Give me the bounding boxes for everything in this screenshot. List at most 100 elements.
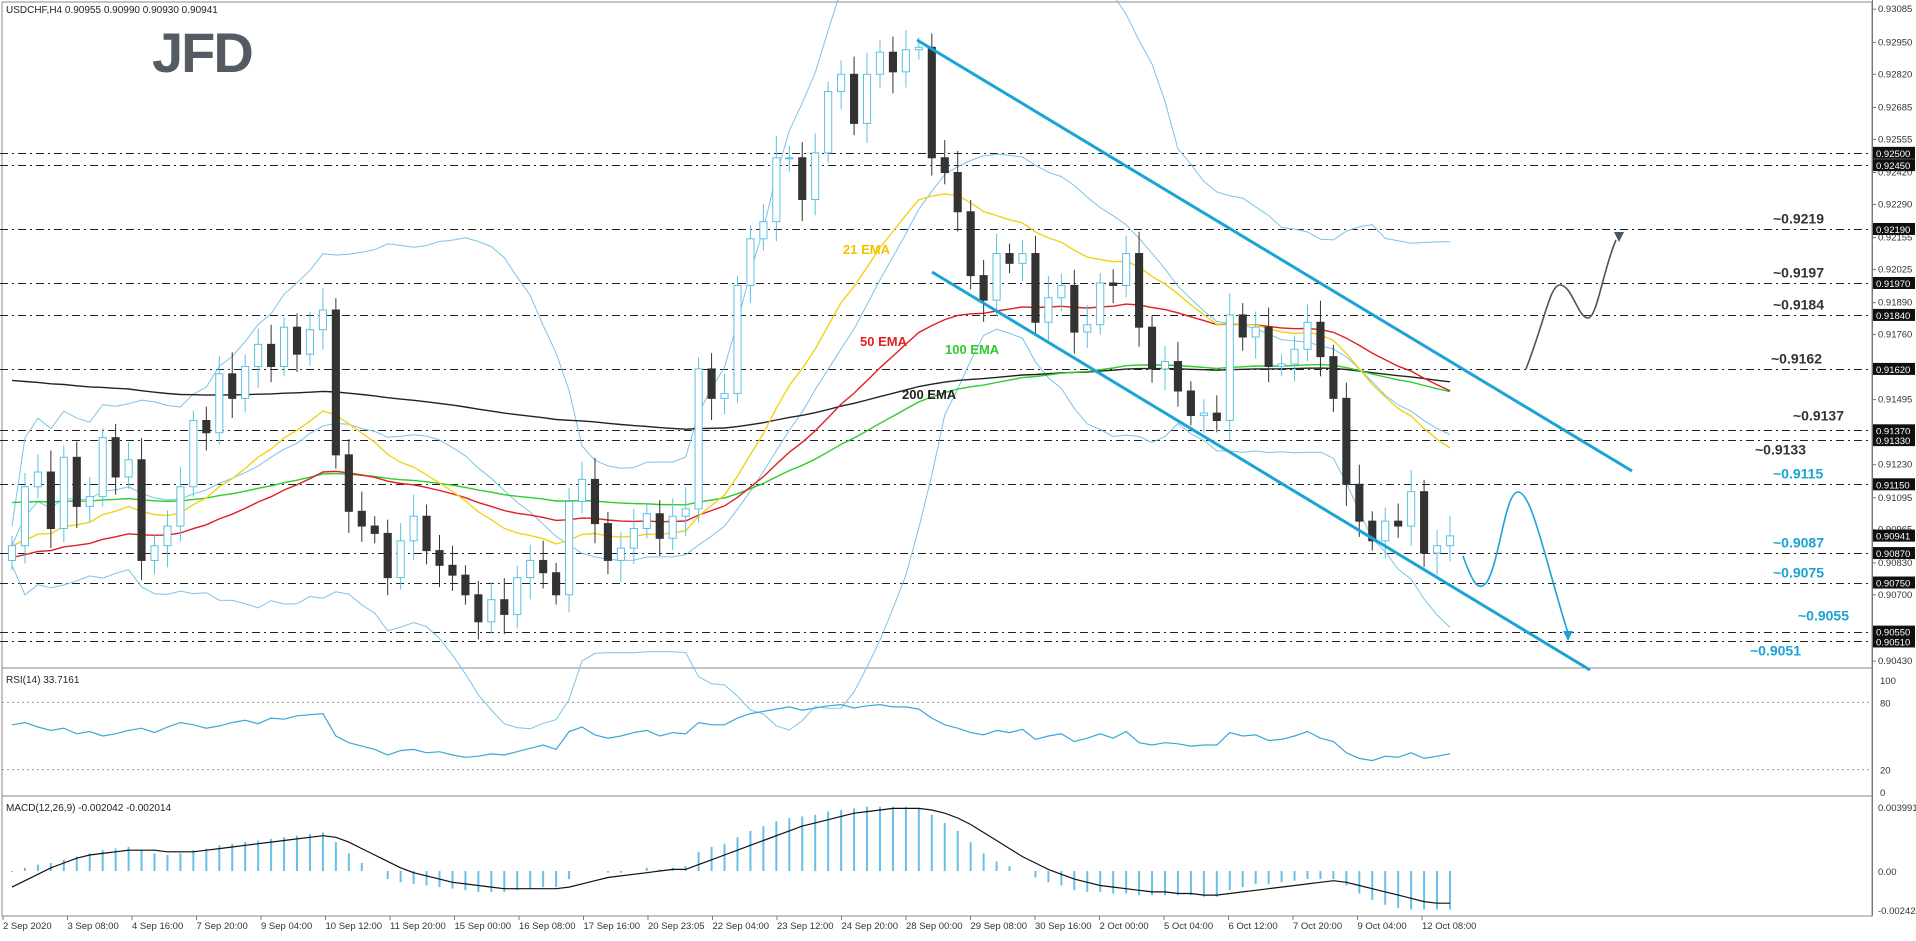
y-tick-label: 0.92950 bbox=[1878, 37, 1912, 48]
bear-candle bbox=[1186, 390, 1195, 417]
rsi-tick-label: 0 bbox=[1880, 788, 1885, 799]
bull-candle bbox=[1057, 284, 1066, 299]
level-price-tag bbox=[1873, 576, 1915, 589]
y-tick-label: 0.92155 bbox=[1878, 233, 1912, 244]
bull-candle bbox=[1251, 326, 1260, 338]
bear-candle bbox=[435, 550, 444, 566]
level-price-tag-label: 0.92500 bbox=[1876, 149, 1910, 160]
y-tick-label: 0.92555 bbox=[1878, 134, 1912, 145]
level-price-tag bbox=[1873, 547, 1915, 560]
bull-candle bbox=[1407, 491, 1416, 527]
ema200-line bbox=[11, 367, 1451, 430]
macd-tick-label: -0.002424 bbox=[1878, 906, 1916, 917]
bull-candle bbox=[176, 486, 185, 527]
bull-candle bbox=[914, 46, 923, 51]
y-tick-label: 0.90700 bbox=[1878, 590, 1912, 601]
bear-candle bbox=[552, 572, 561, 596]
current-price-tag bbox=[1873, 529, 1915, 542]
bull-candle bbox=[1044, 297, 1053, 323]
bull-candle bbox=[824, 90, 833, 154]
level-label: ~0.9137 bbox=[1793, 408, 1844, 424]
level-price-tag-label: 0.90870 bbox=[1876, 549, 1910, 560]
channel-upper-line bbox=[916, 38, 1633, 473]
level-label: ~0.9219 bbox=[1773, 211, 1824, 227]
bull-candle bbox=[1199, 412, 1208, 417]
bull-candle bbox=[98, 437, 107, 498]
bear-candle bbox=[979, 275, 988, 301]
bull-candle bbox=[837, 73, 846, 92]
bear-candle bbox=[707, 368, 716, 399]
bear-candle bbox=[474, 594, 483, 623]
bull-candle bbox=[163, 525, 172, 547]
y-tick-label: 0.91230 bbox=[1878, 460, 1912, 471]
symbol-info: USDCHF,H4 0.90955 0.90990 0.90930 0.9094… bbox=[6, 5, 218, 16]
bull-candle bbox=[487, 599, 496, 623]
bear-candle bbox=[357, 510, 366, 527]
level-price-tag-label: 0.90750 bbox=[1876, 579, 1910, 590]
bull-candle bbox=[746, 238, 755, 286]
bear-candle bbox=[370, 525, 379, 534]
bear-candle bbox=[590, 478, 600, 525]
time-axis: 2 Sep 2020 3 Sep 08:00 4 Sep 16:00 7 Sep 20… bbox=[2, 916, 1476, 932]
bull-candle bbox=[1445, 535, 1455, 547]
bull-candle bbox=[526, 559, 535, 579]
jfd-logo: JFD bbox=[152, 21, 252, 84]
y-tick-label: 0.92290 bbox=[1878, 199, 1912, 210]
bull-candle bbox=[694, 368, 703, 510]
bear-candle bbox=[1212, 412, 1221, 421]
price-axis: 0.93085 0.92950 0.92820 0.92685 0.92555 0.924… bbox=[1872, 0, 1915, 916]
level-price-tag-label: 0.91370 bbox=[1876, 426, 1910, 437]
bull-candle bbox=[1225, 314, 1234, 421]
bear-candle bbox=[1070, 284, 1079, 333]
bear-candle bbox=[1264, 326, 1273, 367]
bear-candle bbox=[228, 373, 237, 399]
bear-candle bbox=[603, 523, 612, 561]
y-tick-label: 0.91095 bbox=[1878, 493, 1912, 504]
bull-candle bbox=[189, 419, 198, 488]
bear-candle bbox=[1368, 520, 1377, 542]
x-tick-label: 6 Oct 12:00 bbox=[1229, 921, 1278, 932]
rsi-line bbox=[11, 703, 1451, 762]
x-tick-label: 7 Sep 20:00 bbox=[197, 921, 248, 932]
level-price-tag-label: 0.91150 bbox=[1876, 480, 1910, 491]
candlesticks bbox=[7, 30, 1455, 640]
level-label: ~0.9133 bbox=[1755, 442, 1806, 458]
bear-candle bbox=[344, 454, 353, 512]
level-price-tag bbox=[1873, 146, 1915, 159]
level-price-tag-label: 0.90510 bbox=[1876, 637, 1910, 648]
bull-candle bbox=[681, 508, 690, 517]
bear-candle bbox=[966, 211, 975, 277]
x-tick-label: 12 Oct 08:00 bbox=[1422, 921, 1476, 932]
x-tick-label: 7 Oct 20:00 bbox=[1293, 921, 1342, 932]
bull-candle bbox=[875, 51, 885, 75]
x-tick-label: 16 Sep 08:00 bbox=[519, 921, 576, 932]
bull-candle bbox=[785, 157, 794, 160]
x-tick-label: 15 Sep 00:00 bbox=[455, 921, 512, 932]
bull-candle bbox=[215, 373, 224, 434]
level-label: ~0.9115 bbox=[1773, 466, 1823, 482]
descending-channel bbox=[916, 38, 1633, 672]
level-price-tag-label: 0.92190 bbox=[1876, 225, 1910, 236]
bear-candle bbox=[1005, 253, 1014, 264]
bull-candle bbox=[1018, 253, 1027, 264]
bull-candle bbox=[1277, 363, 1286, 367]
bull-candle bbox=[1290, 348, 1299, 365]
level-label: ~0.9184 bbox=[1773, 297, 1824, 313]
projection-paths bbox=[1462, 232, 1624, 641]
level-price-tag bbox=[1873, 434, 1915, 447]
ema50-label: 50 EMA bbox=[860, 334, 908, 349]
bear-candle bbox=[1420, 491, 1429, 554]
bullish-projection bbox=[1525, 239, 1617, 370]
bear-candle bbox=[940, 157, 949, 174]
y-tick-label: 0.90830 bbox=[1878, 558, 1912, 569]
bull-candle bbox=[33, 471, 42, 488]
level-price-tag bbox=[1873, 625, 1915, 638]
bollinger-upper bbox=[11, 0, 1451, 527]
current-price-label: 0.90941 bbox=[1876, 532, 1910, 543]
level-price-tag-label: 0.90550 bbox=[1876, 628, 1910, 639]
level-label: ~0.9075 bbox=[1773, 565, 1824, 581]
bull-candle bbox=[150, 545, 159, 561]
bull-candle bbox=[759, 221, 768, 240]
bull-candle bbox=[241, 365, 250, 399]
